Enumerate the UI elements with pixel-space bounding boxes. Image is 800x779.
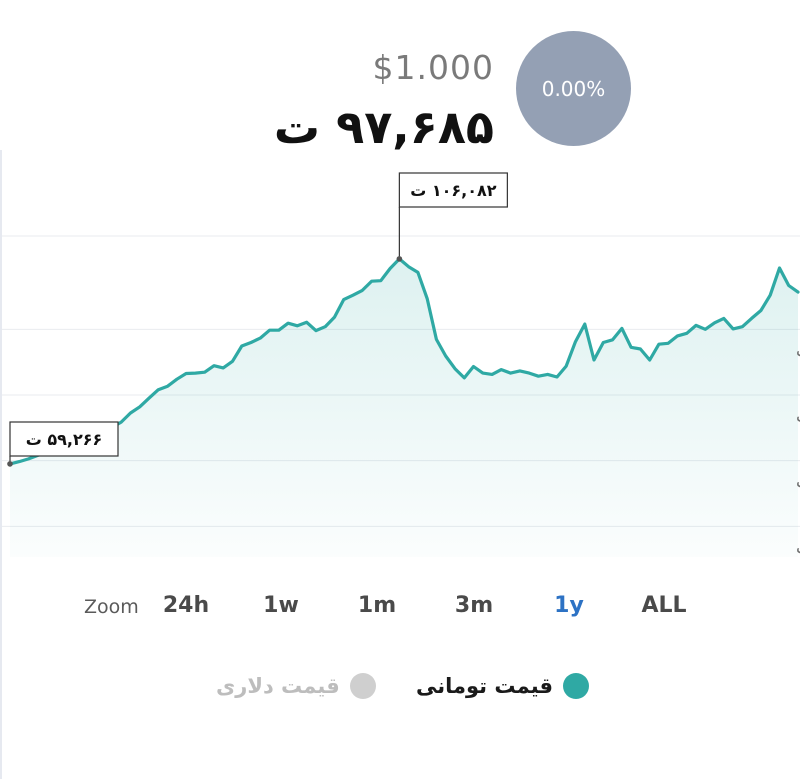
annotation: ۱۰۶,۰۸۲ ت [396,172,508,262]
usd-price: $1.000 [372,48,494,87]
legend-dollar-label: قیمت دلاری [216,674,340,698]
line-layer [8,257,800,466]
annotations: ۱۰۶,۰۸۲ ت ۵۹,۲۶۶ ت [7,172,508,467]
legend-toman-price[interactable]: قیمت تومانی [416,668,590,704]
annotation-box [398,172,508,208]
y-tick-label: ۶۰,۰۰۰ ت [796,473,800,493]
zoom-24h-button[interactable]: 24h [162,593,210,618]
chart-frame-rule [0,150,2,779]
y-tick-label: ۹۰,۰۰۰ ت [796,341,800,361]
area-fill [10,258,798,557]
annotation-point [7,461,13,467]
y-axis-labels: ۹۰,۰۰۰ ت ۷۵,۰۰۰ ت ۶۰,۰۰۰ ت ۴۵,۰۰۰ ت [796,341,800,558]
zoom-label: Zoom [84,596,139,618]
legend-dollar-dot [349,673,376,699]
price-chart[interactable]: ۹۰,۰۰۰ ت ۷۵,۰۰۰ ت ۶۰,۰۰۰ ت ۴۵,۰۰۰ ت ۱۰۶,۰۸۲… [0,0,800,590]
series-line [8,257,800,466]
annotation-box [9,421,119,457]
zoom-3m-button[interactable]: 3m [454,593,494,618]
zoom-1y-button[interactable]: 1y [554,593,584,618]
annotation-label: ۵۹,۲۶۶ ت [26,430,103,449]
legend-toman-label: قیمت تومانی [416,674,554,698]
zoom-all-button[interactable]: ALL [641,593,687,618]
change-badge: 0.00% [516,31,631,146]
zoom-1w-button[interactable]: 1w [263,593,299,618]
annotation-point [396,256,403,262]
y-tick-label: ۴۵,۰۰۰ ت [796,538,800,558]
zoom-1m-button[interactable]: 1m [357,593,397,618]
change-percent: 0.00% [541,76,606,101]
annotation: ۵۹,۲۶۶ ت [7,421,119,467]
y-tick-label: ۷۵,۰۰۰ ت [796,407,800,427]
toman-price: ۹۷,۶۸۵ ت [273,100,494,154]
zoom-bar: Zoom 24h 1w 1m 3m 1y ALL [0,590,800,626]
area-layer [10,258,798,557]
legend-dollar-price[interactable]: قیمت دلاری [216,668,376,704]
annotation-label: ۱۰۶,۰۸۲ ت [410,181,497,200]
legend-toman-dot [563,673,590,699]
